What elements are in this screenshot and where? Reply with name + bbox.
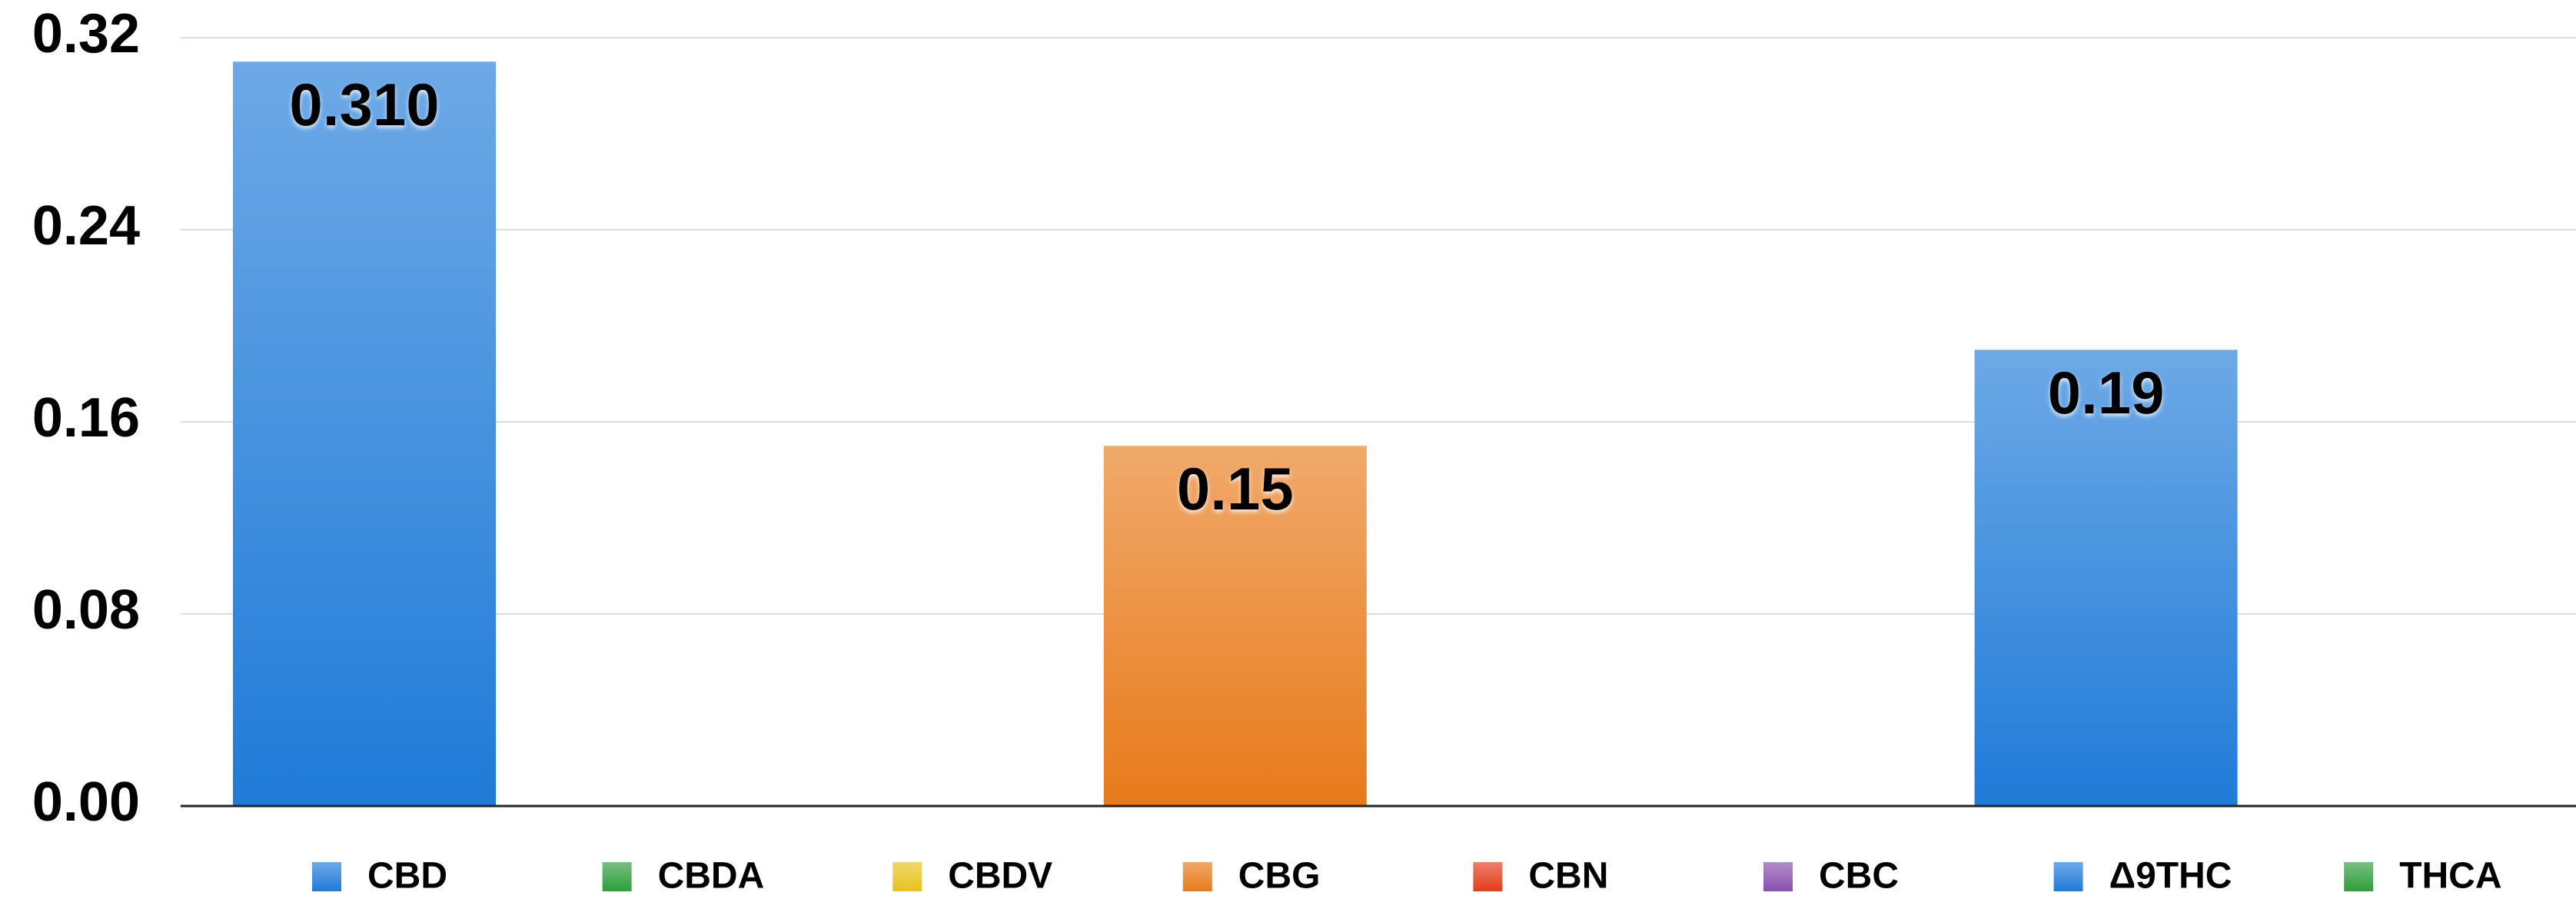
legend-swatch bbox=[602, 862, 632, 891]
bar bbox=[1103, 446, 1367, 806]
legend-label: CBG bbox=[1238, 856, 1321, 897]
y-tick-label: 0.16 bbox=[32, 387, 140, 449]
legend-swatch bbox=[1763, 862, 1793, 891]
value-label: 0.15 bbox=[1177, 455, 1294, 522]
legend-swatch bbox=[2344, 862, 2374, 891]
y-tick-label: 0.32 bbox=[32, 3, 140, 65]
legend-swatch bbox=[1473, 862, 1503, 891]
legend-label: CBN bbox=[1528, 856, 1608, 897]
legend-label: CBDV bbox=[948, 856, 1052, 897]
legend-label: CBDA bbox=[658, 856, 765, 897]
y-tick-label: 0.08 bbox=[32, 579, 140, 641]
bar bbox=[233, 61, 496, 806]
value-label: 0.19 bbox=[2048, 359, 2165, 426]
legend-label: CBC bbox=[1819, 856, 1899, 897]
legend-swatch bbox=[312, 862, 341, 891]
legend-swatch bbox=[1182, 862, 1212, 891]
legend-swatch bbox=[2053, 862, 2083, 891]
legend-label: CBD bbox=[367, 856, 447, 897]
y-tick-label: 0.00 bbox=[32, 771, 140, 833]
legend-label: THCA bbox=[2399, 856, 2501, 897]
y-tick-label: 0.24 bbox=[32, 195, 140, 257]
value-label: 0.310 bbox=[289, 71, 439, 138]
legend-label: Δ9THC bbox=[2109, 856, 2232, 897]
bar bbox=[1974, 350, 2238, 806]
legend-swatch bbox=[892, 862, 922, 891]
